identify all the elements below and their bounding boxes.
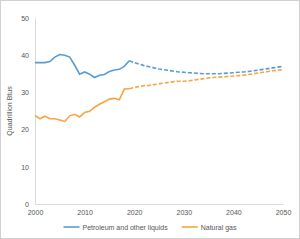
series-line: [35, 89, 129, 122]
tick: 40: [21, 52, 35, 59]
tick: 50: [21, 15, 35, 22]
tick: 20: [21, 126, 35, 133]
tick: 2040: [226, 204, 242, 216]
tick-label: 10: [21, 164, 29, 171]
legend-label: Petroleum and other liquids: [82, 224, 168, 232]
legend-swatch: [63, 226, 79, 228]
tick: 2020: [127, 204, 143, 216]
series-line: [35, 54, 129, 77]
y-axis-title: Quadrillion Btus: [6, 86, 14, 136]
frame: [1, 1, 300, 239]
tick: 0: [25, 201, 35, 208]
tick-label: 30: [21, 89, 29, 96]
tick-label: 2010: [77, 209, 93, 216]
legend: Petroleum and other liquids Natural gas: [63, 224, 237, 232]
series-line: [129, 61, 283, 74]
tick-label: 50: [21, 15, 29, 22]
legend-item: Natural gas: [182, 224, 237, 232]
tick-label: 2020: [127, 209, 143, 216]
tick-label: 2050: [276, 209, 292, 216]
series-line: [129, 70, 283, 89]
tick-label: 0: [25, 201, 29, 208]
axis-line: [36, 204, 284, 205]
tick-label: 40: [21, 52, 29, 59]
tick: 30: [21, 89, 35, 96]
tick-label: 2030: [177, 209, 193, 216]
tick: 2010: [77, 204, 93, 216]
legend-label: Natural gas: [201, 224, 237, 232]
tick: 2050: [276, 204, 292, 216]
tick-label: 2040: [226, 209, 242, 216]
y-axis: 0 10 20 30 40 50: [21, 15, 35, 208]
tick: 2030: [177, 204, 193, 216]
axis-line: [35, 19, 36, 205]
tick: 2000: [28, 204, 44, 216]
legend-item: Petroleum and other liquids: [63, 224, 168, 232]
plot-area: [35, 54, 283, 121]
chart: 01020304050200020102020203020402050Quadr…: [0, 0, 300, 239]
legend-swatch: [182, 226, 198, 228]
tick-label: 2000: [28, 209, 44, 216]
x-axis: 2000 2010 2020 2030 2040 2050: [28, 204, 292, 216]
tick-label: 20: [21, 126, 29, 133]
tick: 10: [21, 164, 35, 171]
